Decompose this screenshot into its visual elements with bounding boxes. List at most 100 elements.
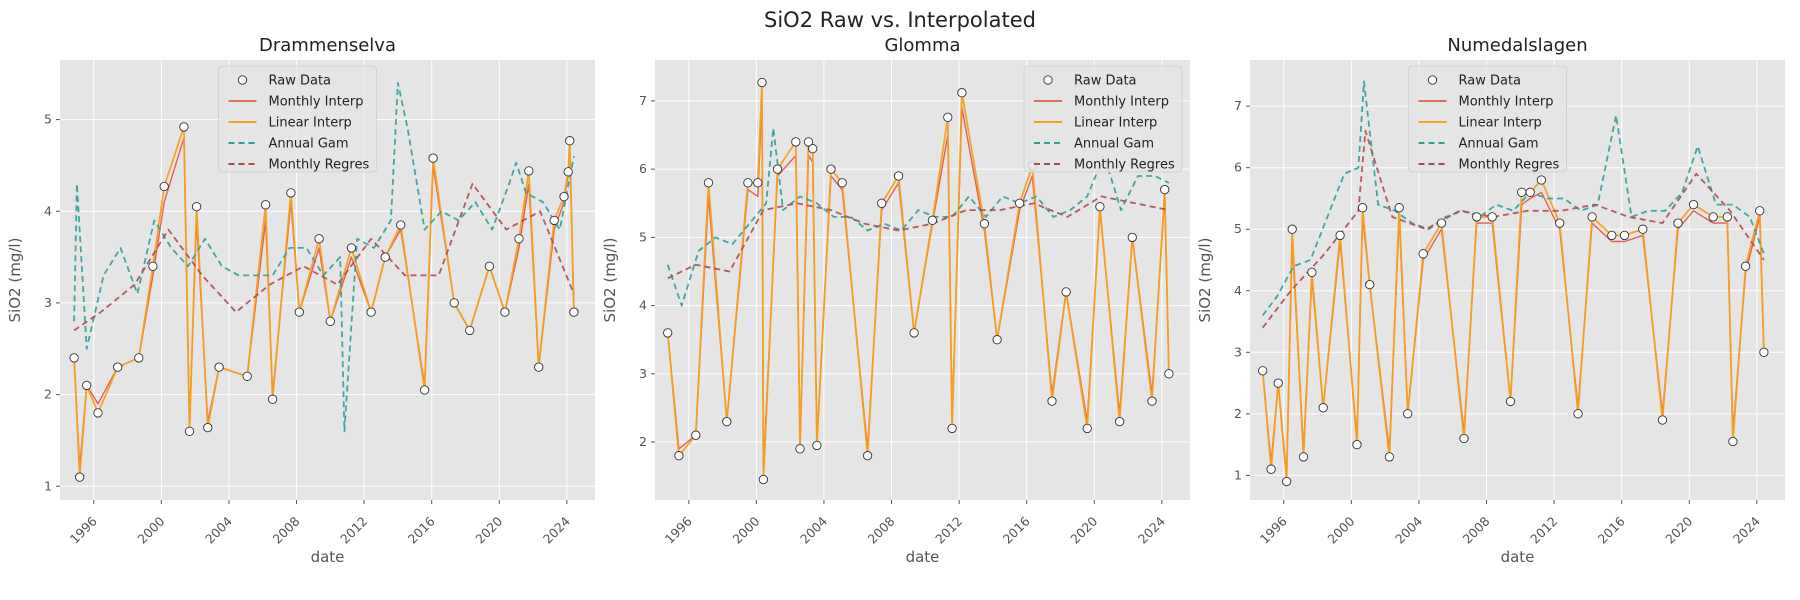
raw-data-point [1638, 224, 1648, 234]
raw-data-point [1587, 212, 1597, 222]
raw-data-point [465, 325, 475, 336]
raw-data-point [1164, 369, 1174, 379]
legend-label-annual-gam: Annual Gam [1074, 137, 1154, 152]
y-tick-label: 6 [1234, 160, 1242, 175]
x-tick-label: 2004 [797, 513, 830, 546]
y-tick-label: 4 [639, 298, 647, 313]
raw-data-point [1061, 287, 1071, 297]
raw-data-point [808, 144, 818, 154]
x-tick-label: 1996 [662, 513, 695, 546]
series-line-annual-gam [666, 127, 1170, 307]
raw-data-point [1394, 203, 1404, 213]
x-tick-label: 2012 [932, 514, 965, 547]
y-tick-label: 3 [639, 366, 647, 381]
legend: Raw Data Monthly Interp Linear Interp Annua… [1408, 65, 1567, 173]
series-layer-drammenselva [69, 82, 579, 482]
raw-data-point [877, 198, 887, 208]
raw-data-point [753, 178, 763, 188]
raw-data-point [267, 394, 278, 404]
panel-drammenselva: 1996 2000 2004 2008 2012 2016 2020 2024 1 2 3 4 5 Dra… [6, 35, 595, 566]
raw-data-point [346, 243, 357, 253]
legend-label-monthly-regres: Monthly Regres [1074, 158, 1175, 173]
x-tick-label: 2020 [1662, 513, 1695, 546]
x-tick-label: 2008 [1460, 513, 1493, 546]
raw-data-point [1127, 232, 1137, 243]
x-tick-label: 2024 [540, 513, 573, 546]
figure-suptitle: SiO2 Raw vs. Interpolated [764, 8, 1036, 32]
raw-data-point [396, 220, 406, 230]
raw-data-point [366, 307, 376, 317]
raw-data-point [113, 362, 123, 372]
raw-data-point [1673, 218, 1683, 228]
raw-data-point [1357, 203, 1368, 213]
raw-data-point [419, 385, 430, 395]
legend-swatch-raw-data [237, 75, 248, 85]
raw-data-point [1472, 212, 1482, 222]
raw-data-point [1352, 439, 1362, 450]
raw-data-point [134, 353, 144, 363]
raw-data-point [1657, 415, 1668, 425]
raw-data-point [286, 188, 296, 198]
x-tick-label: 2004 [1392, 513, 1425, 546]
raw-data-point [549, 215, 559, 226]
raw-data-point [184, 426, 195, 436]
raw-data-point [992, 335, 1002, 345]
legend-label-monthly-regres: Monthly Regres [1459, 158, 1560, 173]
y-tick-label: 3 [1234, 344, 1242, 359]
legend-label-annual-gam: Annual Gam [1459, 137, 1539, 152]
raw-data-point [979, 219, 990, 229]
x-tick-label: 2008 [270, 513, 303, 546]
x-axis-label: date [1501, 548, 1535, 566]
raw-data-point [826, 164, 836, 174]
legend-label-raw-data: Raw Data [1459, 74, 1522, 89]
series-line-annual-gam [1261, 80, 1765, 316]
panel-numedalslagen: 1996 2000 2004 2008 2012 2016 2020 2024 1 2 3 4 5 6 7 N… [1196, 35, 1785, 566]
legend: Raw Data Monthly Interp Linear Interp Annua… [218, 65, 377, 173]
x-tick-label: 2024 [1730, 513, 1763, 546]
raw-data-point [242, 371, 252, 381]
raw-data-point [294, 307, 304, 317]
raw-data-point [674, 451, 684, 461]
y-axis-label: SiO2 (mg/l) [1196, 238, 1214, 323]
x-axis-label: date [906, 548, 940, 566]
raw-data-point [565, 136, 575, 146]
subplot-grid: 1996 2000 2004 2008 2012 2016 2020 2024 1 2 3 4 5 Dra… [6, 35, 1785, 566]
raw-data-point [559, 191, 569, 202]
raw-data-point [1335, 230, 1345, 241]
raw-data-point [703, 178, 714, 188]
legend-swatch-raw-data [1427, 75, 1438, 85]
raw-data-point [893, 171, 904, 181]
series-line-monthly-regres [667, 195, 1170, 280]
legend-label-monthly-interp: Monthly Interp [269, 95, 364, 110]
raw-data-point [1095, 202, 1105, 212]
raw-data-point [1728, 436, 1738, 447]
raw-data-point [947, 423, 957, 434]
raw-data-point [1082, 423, 1092, 434]
raw-data-point [1266, 464, 1276, 474]
raw-data-point [1403, 409, 1413, 419]
legend-label-linear-interp: Linear Interp [269, 116, 352, 131]
legend: Raw Data Monthly Interp Linear Interp Annua… [1023, 65, 1183, 173]
raw-data-point [1722, 212, 1732, 222]
raw-data-point [909, 328, 919, 338]
y-tick-label: 7 [639, 93, 647, 108]
y-tick-label: 2 [1234, 406, 1242, 421]
y-tick-label: 4 [44, 203, 52, 218]
raw-data-point [758, 474, 769, 485]
raw-data-point [1014, 198, 1025, 208]
raw-data-point [191, 202, 202, 212]
raw-data-point [148, 261, 158, 271]
y-tick-label: 4 [1234, 283, 1242, 298]
raw-data-point [1258, 366, 1268, 376]
raw-data-point [837, 178, 847, 188]
raw-data-point [325, 316, 335, 326]
legend-label-linear-interp: Linear Interp [1074, 116, 1157, 131]
raw-data-point [484, 261, 495, 271]
raw-data-point [1536, 175, 1547, 185]
x-tick-label: 2024 [1135, 513, 1168, 546]
raw-data-point [380, 252, 390, 262]
y-tick-label: 5 [1234, 221, 1242, 236]
x-tick-label: 2000 [1324, 513, 1357, 546]
y-tick-label: 1 [44, 478, 52, 493]
